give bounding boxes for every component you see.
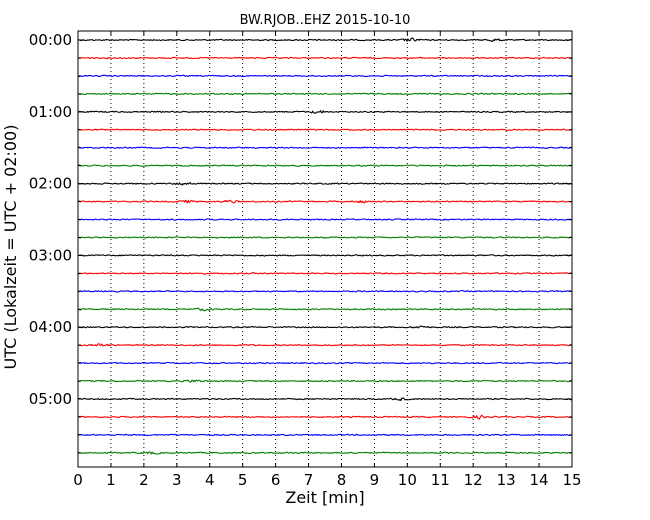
seismic-trace <box>77 37 573 42</box>
y-axis-label: UTC (Lokalzeit = UTC + 02:00) <box>1 125 20 370</box>
seismic-trace <box>77 74 573 78</box>
x-tick-label: 10 <box>398 471 417 489</box>
y-tick-label: 02:00 <box>29 175 72 193</box>
x-tick-labels: 0 1 2 3 4 5 6 7 8 9 10 11 12 13 14 15 <box>73 471 581 489</box>
seismic-trace <box>77 92 573 96</box>
seismic-traces <box>77 37 573 455</box>
x-tick-label: 0 <box>73 471 83 489</box>
x-tick-label: 5 <box>238 471 248 489</box>
seismic-trace <box>77 433 573 437</box>
plot-frame <box>77 30 573 468</box>
x-tick-label: 15 <box>562 471 581 489</box>
x-tick-label: 14 <box>530 471 549 489</box>
y-tick-labels: 00:00 01:00 02:00 03:00 04:00 05:00 <box>29 31 72 408</box>
y-tick-label: 05:00 <box>29 390 72 408</box>
x-tick-label: 7 <box>304 471 314 489</box>
x-tick-label: 1 <box>106 471 116 489</box>
seismic-trace <box>77 307 573 312</box>
x-tick-label: 11 <box>431 471 450 489</box>
x-tick-label: 12 <box>464 471 483 489</box>
axis-ticks <box>77 31 573 467</box>
seismic-trace <box>77 343 573 347</box>
y-tick-label: 01:00 <box>29 103 72 121</box>
seismic-trace <box>77 218 573 221</box>
seismic-trace <box>77 414 573 420</box>
x-axis-label: Zeit [min] <box>285 488 364 507</box>
x-tick-label: 6 <box>271 471 281 489</box>
x-tick-label: 13 <box>497 471 516 489</box>
seismic-trace <box>77 128 573 131</box>
y-tick-label: 03:00 <box>29 246 72 264</box>
seismic-trace <box>77 181 573 186</box>
seismic-trace <box>77 361 573 365</box>
plot-area <box>78 31 572 467</box>
seismic-trace <box>77 56 573 60</box>
x-tick-label: 3 <box>172 471 182 489</box>
seismic-trace <box>77 379 573 383</box>
x-tick-label: 8 <box>337 471 347 489</box>
seismic-trace <box>77 254 573 257</box>
y-tick-label: 00:00 <box>29 31 72 49</box>
seismic-trace <box>77 199 573 204</box>
x-tick-label: 2 <box>139 471 149 489</box>
seismic-trace <box>77 110 573 114</box>
x-tick-label: 9 <box>370 471 380 489</box>
seismic-trace <box>77 236 573 239</box>
seismic-trace <box>77 272 573 275</box>
seismic-trace <box>77 325 573 329</box>
seismic-trace <box>77 397 573 402</box>
x-tick-label: 4 <box>205 471 215 489</box>
seismic-trace <box>77 164 573 167</box>
seismic-trace <box>77 146 573 149</box>
y-tick-label: 04:00 <box>29 318 72 336</box>
chart-title: BW.RJOB..EHZ 2015-10-10 <box>240 13 411 28</box>
seismic-trace <box>77 290 573 293</box>
seismic-trace <box>77 451 573 455</box>
minute-grid <box>110 31 540 467</box>
